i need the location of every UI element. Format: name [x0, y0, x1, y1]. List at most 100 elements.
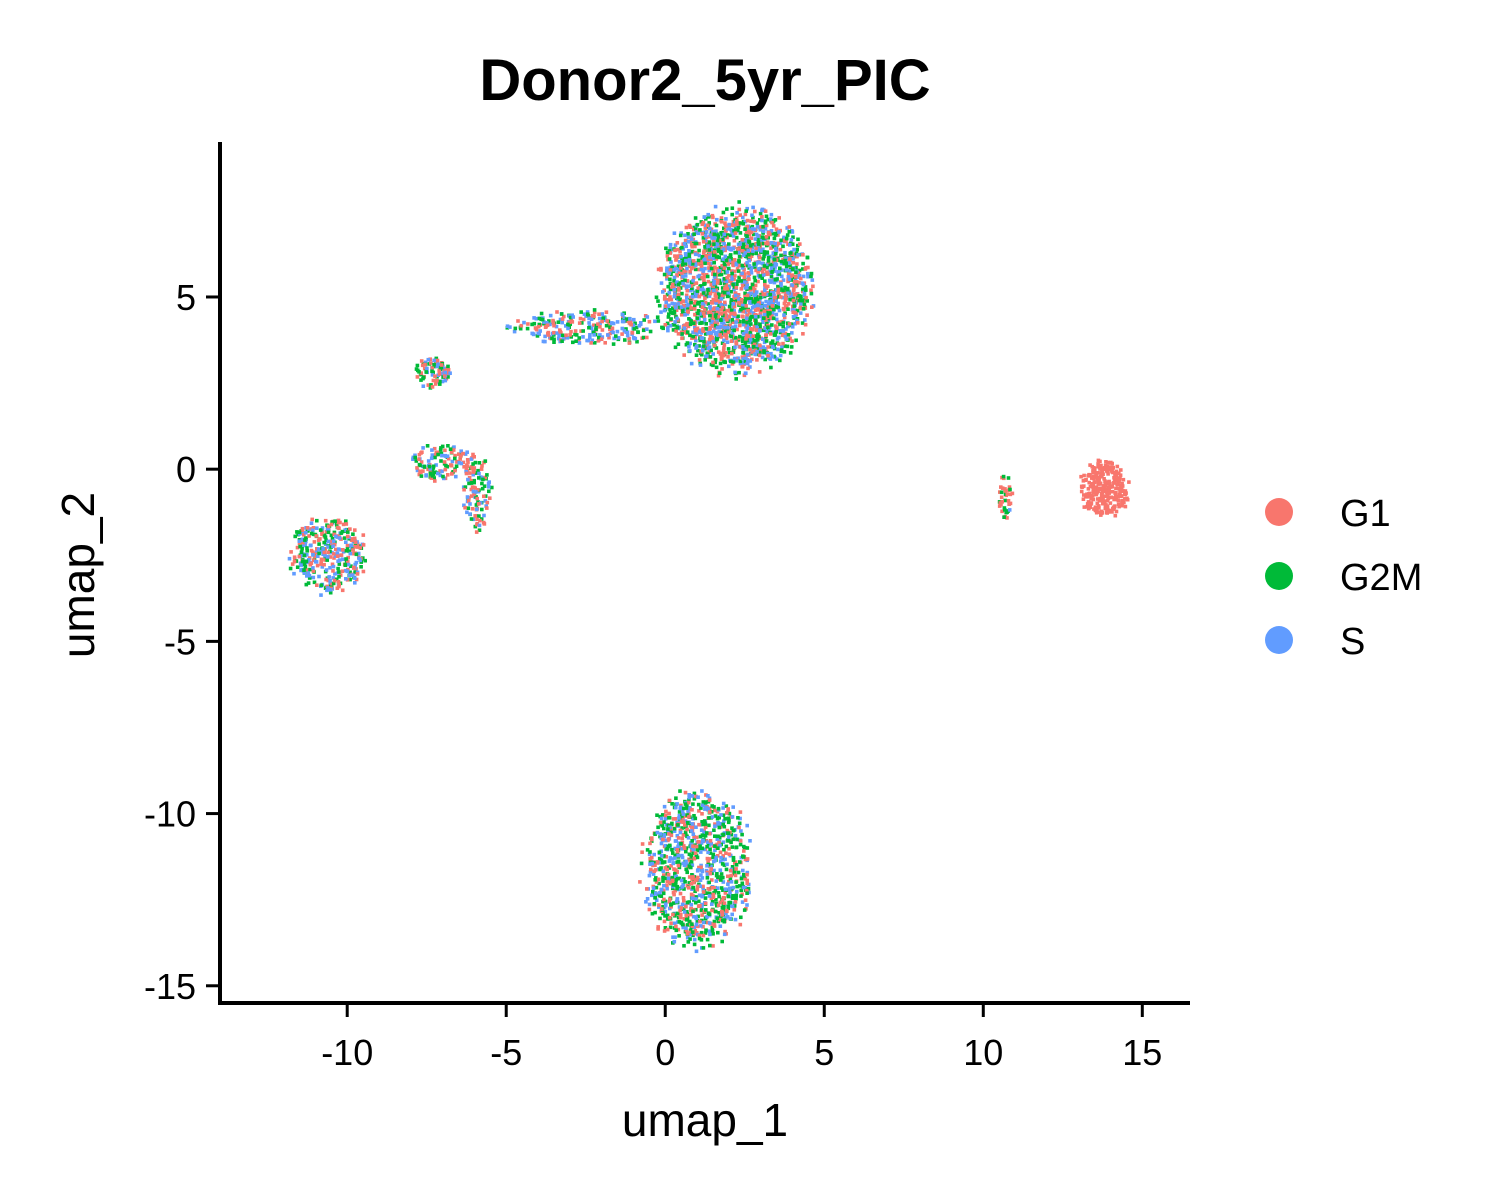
- point-g1: [709, 334, 713, 338]
- x-tick-label: 5: [814, 1032, 834, 1073]
- point-g2m: [714, 255, 719, 259]
- point-g1: [663, 323, 668, 327]
- point-g1: [351, 565, 356, 570]
- point-g2m: [414, 459, 419, 463]
- point-s: [320, 550, 325, 554]
- point-s: [541, 339, 546, 344]
- point-g2m: [740, 306, 745, 311]
- point-s: [647, 852, 652, 857]
- point-s: [726, 291, 730, 296]
- point-g2m: [738, 884, 742, 888]
- point-g1: [337, 582, 341, 587]
- point-s: [774, 262, 779, 267]
- point-g1: [778, 247, 783, 252]
- point-g1: [774, 324, 778, 328]
- point-g2m: [784, 261, 788, 266]
- point-g2m: [580, 321, 584, 325]
- point-g1: [754, 268, 758, 273]
- point-g2m: [691, 802, 695, 806]
- point-s: [672, 288, 677, 292]
- point-s: [713, 244, 718, 249]
- point-s: [746, 358, 750, 362]
- point-g2m: [703, 261, 707, 266]
- point-s: [326, 545, 330, 549]
- point-s: [701, 892, 705, 897]
- point-g1: [729, 259, 734, 264]
- point-g1: [708, 291, 713, 296]
- point-g2m: [660, 325, 664, 330]
- point-g1: [735, 222, 739, 226]
- point-s: [673, 243, 678, 247]
- point-g2m: [701, 800, 706, 804]
- point-g2m: [712, 919, 717, 924]
- point-s: [763, 288, 767, 293]
- point-g2m: [774, 305, 779, 309]
- point-s: [331, 576, 335, 580]
- point-g1: [696, 286, 700, 290]
- point-g1: [774, 227, 779, 231]
- point-s: [714, 330, 719, 335]
- point-s: [584, 314, 588, 318]
- point-g1: [667, 900, 672, 904]
- point-g1: [787, 322, 792, 326]
- point-g1: [1110, 489, 1115, 494]
- point-g2m: [300, 559, 305, 563]
- point-g2m: [446, 444, 450, 448]
- point-g2m: [717, 295, 722, 299]
- point-g1: [681, 299, 685, 303]
- point-g2m: [717, 371, 722, 375]
- point-s: [687, 284, 691, 288]
- point-s: [588, 335, 592, 340]
- point-g1: [805, 313, 809, 317]
- point-g2m: [765, 265, 769, 270]
- point-g1: [700, 305, 705, 309]
- point-g1: [472, 466, 477, 470]
- point-g1: [681, 896, 686, 900]
- point-s: [802, 293, 807, 298]
- point-s: [760, 208, 764, 213]
- point-s: [727, 258, 732, 263]
- point-g1: [1123, 489, 1128, 493]
- point-g1: [461, 451, 465, 456]
- point-g1: [679, 906, 684, 910]
- point-g1: [1099, 491, 1104, 496]
- point-g2m: [346, 530, 350, 534]
- point-s: [691, 817, 695, 821]
- point-g2m: [574, 339, 578, 343]
- point-g2m: [744, 297, 748, 301]
- point-g1: [719, 909, 724, 914]
- point-g1: [1118, 476, 1122, 480]
- point-s: [665, 886, 669, 891]
- point-g2m: [670, 265, 674, 270]
- point-g2m: [667, 257, 672, 261]
- point-g2m: [657, 881, 661, 886]
- point-g2m: [790, 323, 794, 327]
- point-g2m: [300, 547, 304, 551]
- point-g1: [675, 254, 679, 259]
- point-g2m: [650, 911, 655, 916]
- point-g2m: [658, 916, 662, 921]
- point-s: [728, 904, 732, 908]
- point-g2m: [753, 278, 757, 283]
- point-s: [303, 542, 308, 547]
- point-s: [689, 361, 694, 366]
- point-g1: [697, 294, 702, 299]
- point-g1: [1085, 492, 1089, 496]
- point-s: [662, 883, 666, 888]
- point-s: [747, 258, 752, 263]
- point-s: [1007, 508, 1012, 512]
- point-s: [468, 512, 472, 516]
- point-g2m: [751, 232, 756, 237]
- point-g1: [421, 469, 425, 473]
- point-g1: [1104, 469, 1109, 473]
- point-g1: [348, 527, 352, 531]
- point-g2m: [429, 383, 433, 387]
- point-g1: [475, 496, 479, 501]
- point-s: [774, 246, 778, 251]
- point-s: [741, 253, 746, 258]
- point-s: [667, 303, 671, 308]
- point-s: [711, 256, 716, 261]
- point-g2m: [710, 899, 715, 904]
- point-g1: [1116, 476, 1120, 480]
- point-g2m: [480, 507, 484, 512]
